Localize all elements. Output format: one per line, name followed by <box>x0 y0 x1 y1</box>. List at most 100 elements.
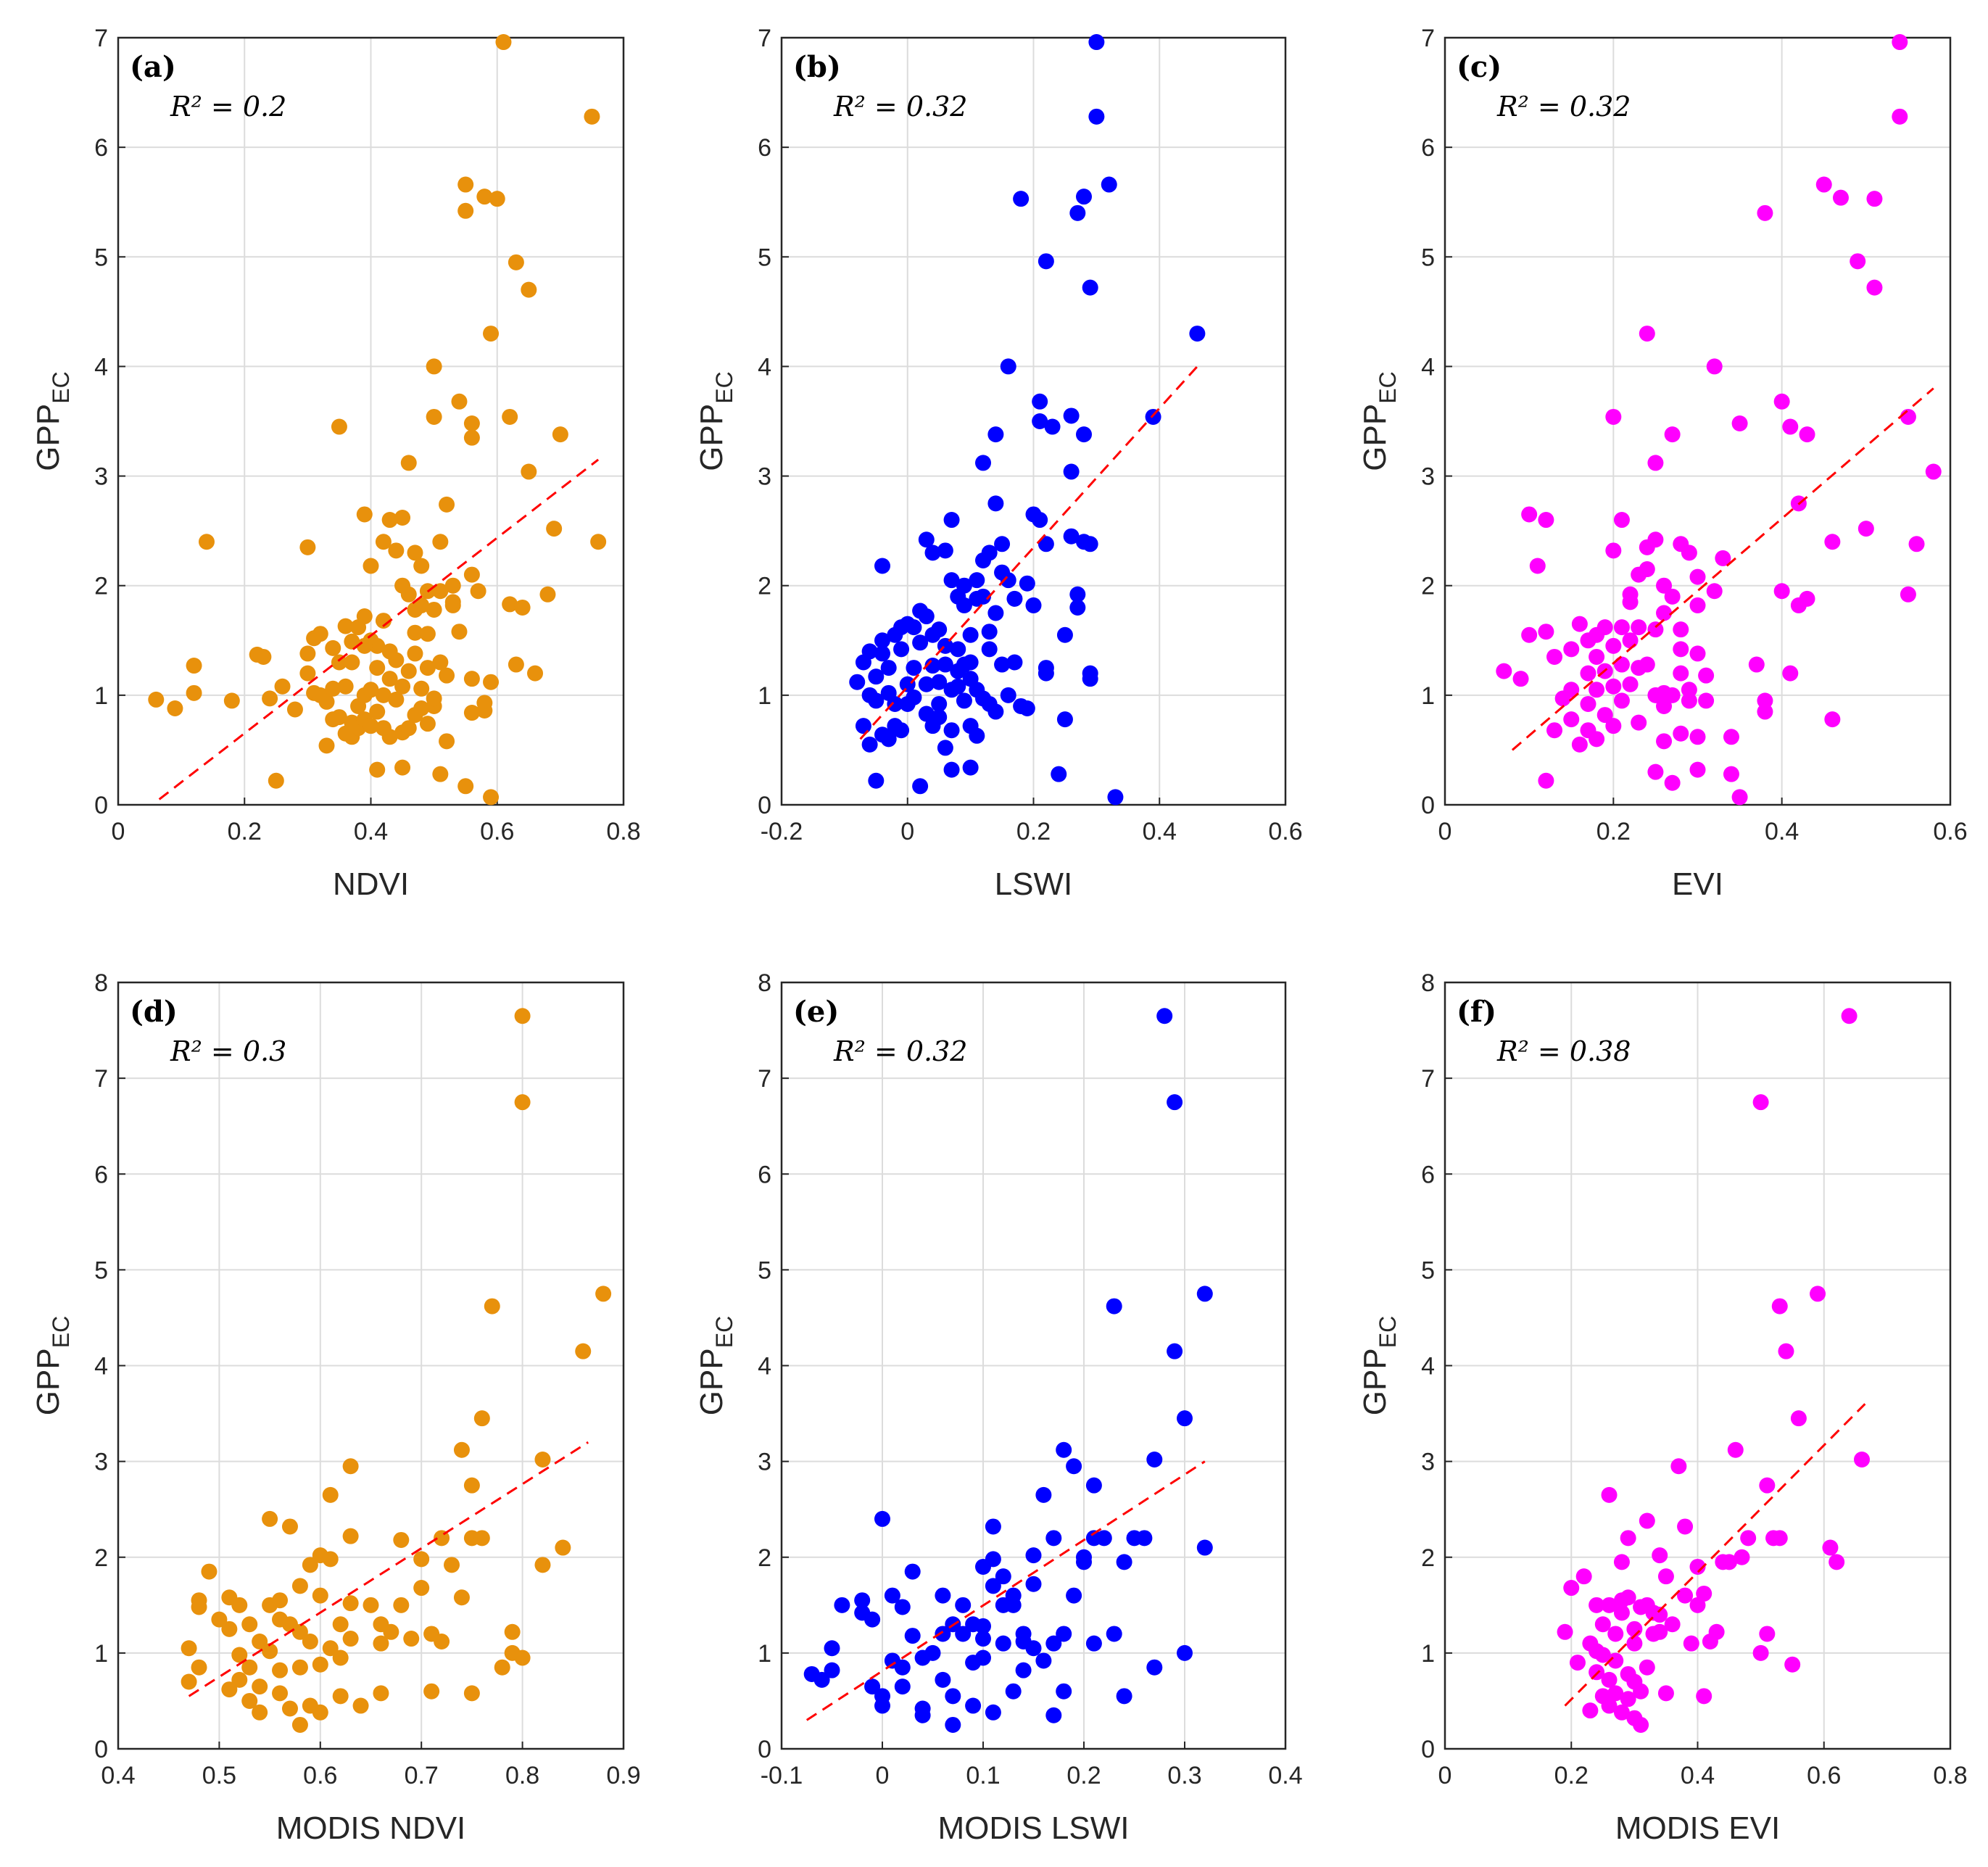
data-point <box>495 34 512 51</box>
data-point <box>945 1716 961 1733</box>
data-point <box>1145 408 1161 425</box>
y-tick-label: 4 <box>1421 1353 1435 1380</box>
data-point <box>1056 1441 1072 1458</box>
data-point <box>1546 722 1563 739</box>
data-point <box>312 1704 328 1721</box>
data-point <box>221 1681 238 1698</box>
data-point <box>861 643 878 660</box>
y-tick-label: 2 <box>758 573 771 600</box>
data-point <box>868 668 885 685</box>
data-point <box>502 596 518 613</box>
data-point <box>274 678 291 695</box>
data-point <box>1096 1530 1112 1547</box>
data-point <box>407 545 423 561</box>
data-point <box>1771 1298 1788 1315</box>
data-point <box>994 536 1011 552</box>
data-point <box>943 512 960 529</box>
data-point <box>1056 1683 1072 1700</box>
data-point <box>1681 545 1697 561</box>
data-point <box>337 725 354 742</box>
data-point <box>931 674 948 690</box>
data-point <box>407 601 423 618</box>
y-tick-label: 5 <box>758 1257 771 1284</box>
y-tick-label: 7 <box>758 1065 771 1093</box>
r2-label: R² = 0.38 <box>1496 1035 1631 1067</box>
data-point <box>904 1563 921 1580</box>
data-point <box>393 1597 410 1613</box>
data-point <box>874 645 890 662</box>
data-point <box>813 1671 830 1688</box>
data-point <box>369 703 386 720</box>
data-point <box>453 1441 470 1458</box>
y-axis-label-main: GPP <box>30 404 66 471</box>
data-point <box>987 703 1004 720</box>
data-point <box>855 718 871 734</box>
data-point <box>369 660 386 676</box>
data-point <box>342 1595 359 1612</box>
x-tick-label: 0 <box>876 1762 890 1789</box>
data-point <box>483 789 500 806</box>
data-point <box>1731 415 1748 432</box>
data-point <box>463 429 480 446</box>
data-point <box>868 692 885 709</box>
data-point <box>1563 682 1580 698</box>
data-point <box>344 633 360 650</box>
x-axis-label: MODIS NDVI <box>276 1810 466 1846</box>
data-point <box>201 1563 218 1580</box>
data-point <box>1607 1652 1624 1669</box>
data-point <box>281 1518 298 1535</box>
data-point <box>1815 176 1832 193</box>
data-point <box>956 577 972 594</box>
data-point <box>1681 692 1697 709</box>
data-point <box>1538 772 1554 789</box>
data-point <box>1657 1568 1674 1585</box>
data-point <box>969 572 985 589</box>
data-point <box>1538 512 1554 529</box>
data-point <box>931 621 948 638</box>
data-point <box>1594 1616 1611 1633</box>
data-point <box>1082 671 1098 687</box>
data-point <box>1854 1451 1871 1467</box>
data-point <box>1076 426 1092 443</box>
x-tick-label: 0.6 <box>1933 818 1967 845</box>
data-point <box>1000 358 1016 375</box>
data-point <box>1706 358 1723 375</box>
data-point <box>1613 1704 1630 1721</box>
data-point <box>1892 108 1908 125</box>
data-point <box>1000 687 1016 703</box>
data-point <box>352 1697 369 1714</box>
data-point <box>1900 586 1916 603</box>
data-point <box>318 693 335 710</box>
data-point <box>241 1659 258 1676</box>
data-point <box>894 1599 911 1615</box>
data-point <box>849 674 866 690</box>
x-axis-label: NDVI <box>333 866 409 902</box>
data-point <box>985 1578 1001 1594</box>
data-point <box>1038 536 1054 552</box>
data-point <box>1771 1530 1788 1547</box>
data-point <box>337 618 354 634</box>
data-point <box>1589 1643 1605 1660</box>
data-point <box>1569 1655 1586 1671</box>
data-point <box>262 1643 278 1660</box>
x-tick-label: 0.4 <box>354 818 388 845</box>
data-point <box>937 740 953 756</box>
y-tick-label: 8 <box>758 969 771 997</box>
data-point <box>880 660 897 676</box>
data-point <box>231 1647 248 1663</box>
data-point <box>426 408 442 425</box>
y-axis-label-main: GPP <box>30 1348 66 1415</box>
data-point <box>302 1557 318 1573</box>
data-point <box>1032 413 1048 429</box>
panel-label: (a) <box>130 50 176 84</box>
y-tick-label: 4 <box>758 353 771 381</box>
data-point <box>419 716 436 732</box>
data-point <box>1757 703 1773 720</box>
panel-label: (d) <box>130 995 178 1029</box>
data-point <box>1689 645 1706 662</box>
data-point <box>1799 590 1815 607</box>
data-point <box>1038 660 1054 676</box>
data-point <box>1082 279 1098 296</box>
data-point <box>950 678 966 695</box>
data-point <box>1045 1635 1062 1652</box>
